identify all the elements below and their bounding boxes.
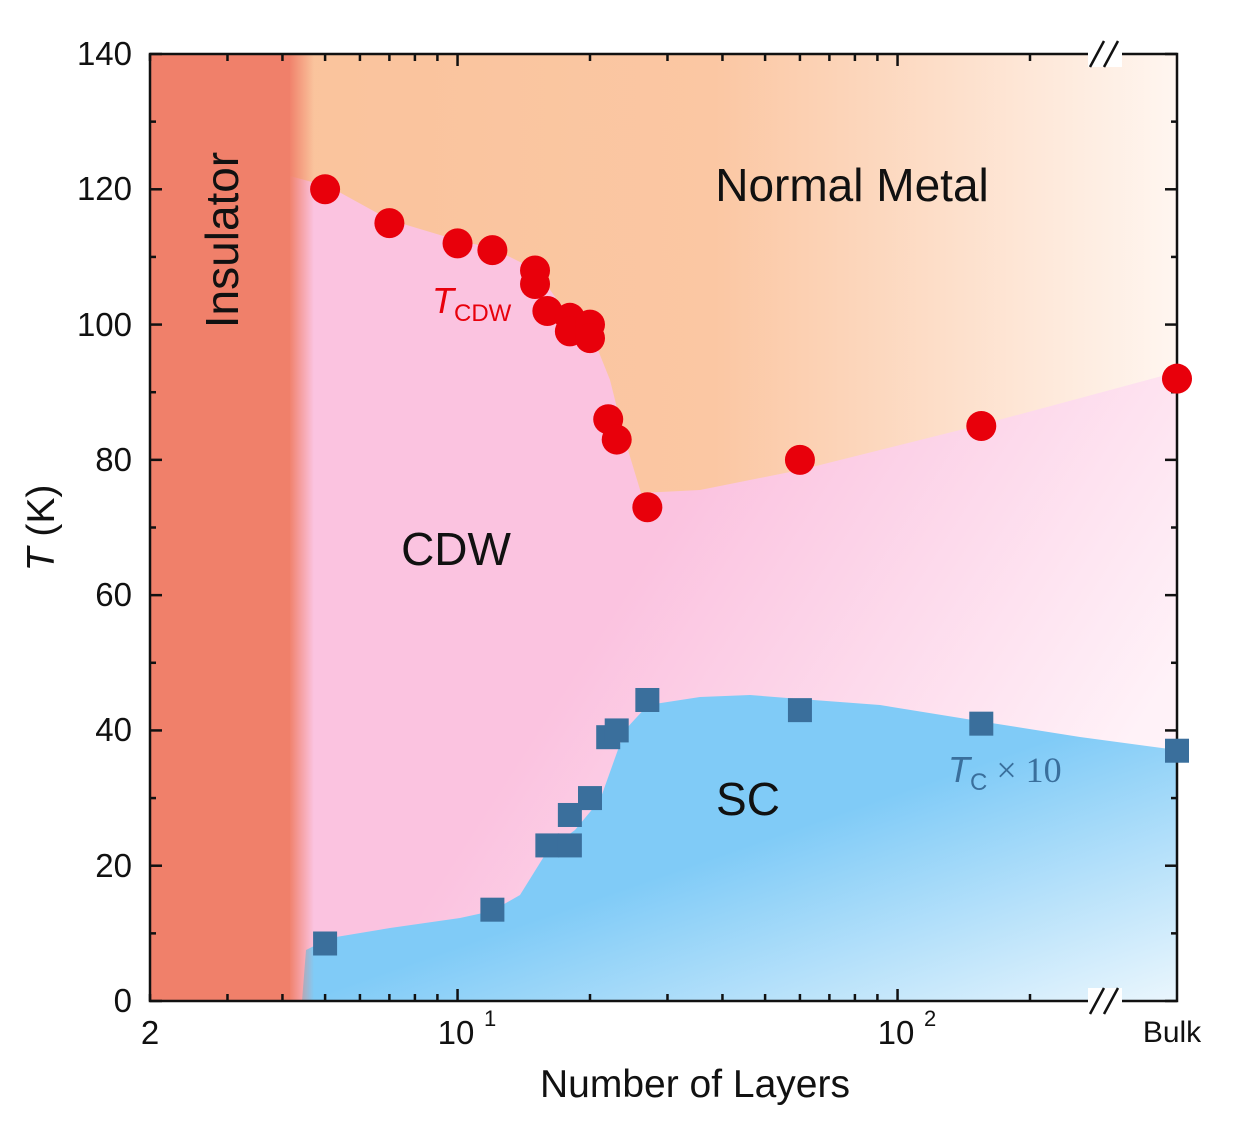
tcdw-point	[532, 296, 563, 327]
y-axis-title: T (K)	[20, 485, 63, 572]
axis-break-bottom	[1088, 987, 1122, 1015]
x-tick-label-10-pow-2: 10 2	[878, 1006, 937, 1051]
tcdw-point	[575, 323, 605, 354]
x-tick-label-10-pow-1: 10 1	[438, 1006, 497, 1051]
normal-metal-label: Normal Metal	[715, 159, 989, 211]
x-tick-label-bulk: Bulk	[1143, 1016, 1202, 1049]
tc-point	[635, 687, 660, 712]
tc-point	[578, 786, 602, 811]
x-tick-label-base: 10	[438, 1014, 475, 1051]
tc-point	[313, 931, 338, 956]
tcdw-point	[966, 411, 997, 442]
tc-point	[1165, 738, 1189, 763]
tc-point	[787, 698, 812, 723]
y-tick-label: 80	[95, 441, 132, 478]
tcdw-point	[632, 492, 663, 523]
y-tick-label: 0	[114, 982, 132, 1019]
tcdw-markers	[310, 174, 1192, 523]
x-tick-label-exponent: 1	[484, 1006, 496, 1031]
y-tick-label: 60	[95, 576, 132, 613]
insulator-edge-gradient	[289, 54, 314, 1001]
tcdw-point	[477, 235, 508, 266]
y-tick-label: 100	[77, 306, 132, 343]
y-axis-title-symbol: T	[20, 544, 63, 571]
x-tick-label-exponent: 2	[924, 1006, 936, 1031]
y-tick-label: 20	[95, 847, 132, 884]
tc-point	[557, 833, 582, 858]
tcdw-point	[310, 174, 341, 205]
x-axis-title: Number of Layers	[540, 1063, 850, 1106]
y-tick-label: 140	[77, 35, 132, 72]
tc-point	[969, 711, 994, 736]
tcdw-series-label: TCDW	[432, 280, 512, 327]
insulator-region	[150, 54, 290, 1001]
x-tick-label-base: 10	[878, 1014, 915, 1051]
sc-region	[302, 695, 1177, 1001]
tcdw-point	[784, 444, 815, 475]
axis-break-top	[1088, 40, 1122, 68]
tcdw-point	[374, 208, 405, 239]
tcdw-point	[520, 268, 551, 299]
tcdw-point	[442, 228, 473, 259]
x-tick-labels: 2 10 1 10 2 Bulk	[141, 1006, 1202, 1051]
tcdw-point	[601, 424, 632, 455]
x-axis-ticks	[148, 54, 1032, 1001]
y-axis-ticks	[150, 52, 1177, 1003]
tc-point	[480, 897, 505, 922]
y-tick-labels: 0 20 40 60 80 100 120 140	[77, 35, 132, 1019]
tc-point	[535, 833, 560, 858]
y-axis-title-unit: (K)	[20, 485, 63, 548]
y-tick-label: 40	[95, 711, 132, 748]
insulator-label: Insulator	[196, 152, 248, 328]
sc-label: SC	[716, 773, 780, 825]
tc-markers	[313, 687, 1189, 956]
cdw-label: CDW	[401, 523, 511, 575]
tc-point	[557, 802, 582, 827]
tc-point	[604, 718, 629, 743]
x-tick-label-2: 2	[141, 1014, 159, 1051]
tcdw-point	[1162, 363, 1192, 394]
y-tick-label: 120	[77, 170, 132, 207]
tc-series-label: TC × 10	[948, 749, 1062, 796]
